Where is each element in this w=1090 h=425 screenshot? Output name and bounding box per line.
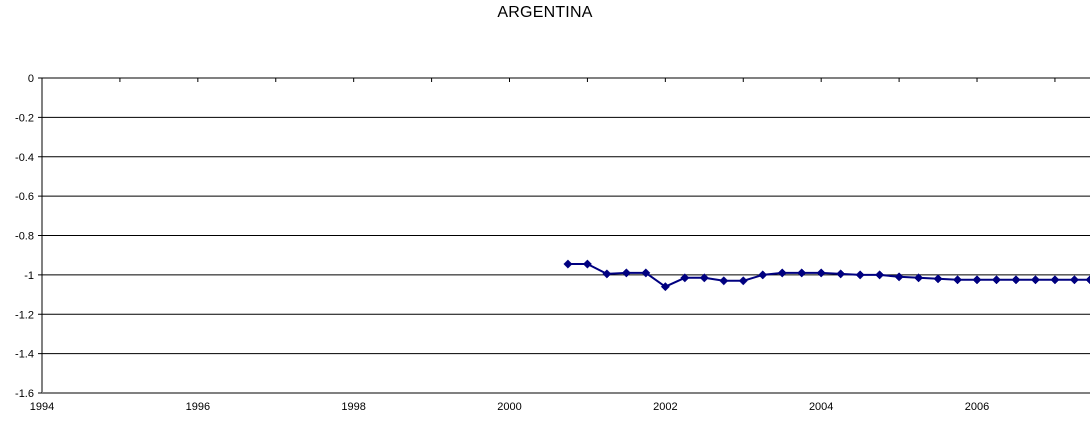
- y-tick-label: -1.2: [15, 309, 34, 321]
- data-point-marker: [816, 268, 826, 278]
- data-point-marker: [758, 270, 768, 280]
- y-tick-label: -1: [24, 270, 34, 282]
- data-point-marker: [894, 272, 904, 282]
- y-tick-label: -0.8: [15, 231, 34, 243]
- data-point-marker: [797, 268, 807, 278]
- data-point-marker: [855, 270, 865, 280]
- data-point-marker: [699, 273, 709, 283]
- data-point-marker: [641, 268, 651, 278]
- data-point-marker: [582, 259, 592, 269]
- x-tick-label: 1994: [30, 401, 54, 413]
- data-point-marker: [738, 276, 748, 286]
- data-point-marker: [1050, 275, 1060, 285]
- data-point-marker: [1069, 275, 1079, 285]
- data-point-marker: [719, 276, 729, 286]
- x-tick-label: 1996: [186, 401, 210, 413]
- y-tick-label: -0.6: [15, 191, 34, 203]
- data-point-marker: [660, 282, 670, 292]
- data-point-marker: [933, 274, 943, 284]
- y-tick-label: -1.4: [15, 349, 34, 361]
- x-tick-label: 2002: [653, 401, 677, 413]
- data-point-marker: [1011, 275, 1021, 285]
- y-tick-label: -0.4: [15, 152, 34, 164]
- data-point-marker: [680, 273, 690, 283]
- data-point-marker: [602, 269, 612, 279]
- data-point-marker: [777, 268, 787, 278]
- y-tick-label: 0: [28, 73, 34, 85]
- data-point-marker: [875, 270, 885, 280]
- data-point-marker: [952, 275, 963, 285]
- chart-title: ARGENTINA: [497, 4, 593, 21]
- data-point-marker: [991, 275, 1002, 285]
- data-point-marker: [1085, 275, 1090, 285]
- x-tick-label: 2006: [965, 401, 989, 413]
- data-point-marker: [563, 259, 573, 269]
- y-tick-label: -0.2: [15, 112, 34, 124]
- data-point-marker: [621, 268, 631, 278]
- x-tick-label: 1998: [341, 401, 365, 413]
- data-point-marker: [914, 273, 924, 283]
- data-point-marker: [1030, 275, 1041, 285]
- x-tick-label: 2000: [497, 401, 521, 413]
- data-point-marker: [836, 269, 846, 279]
- data-point-marker: [972, 275, 982, 285]
- y-tick-label: -1.6: [15, 388, 34, 400]
- series-line: [567, 263, 1090, 288]
- x-tick-label: 2004: [809, 401, 833, 413]
